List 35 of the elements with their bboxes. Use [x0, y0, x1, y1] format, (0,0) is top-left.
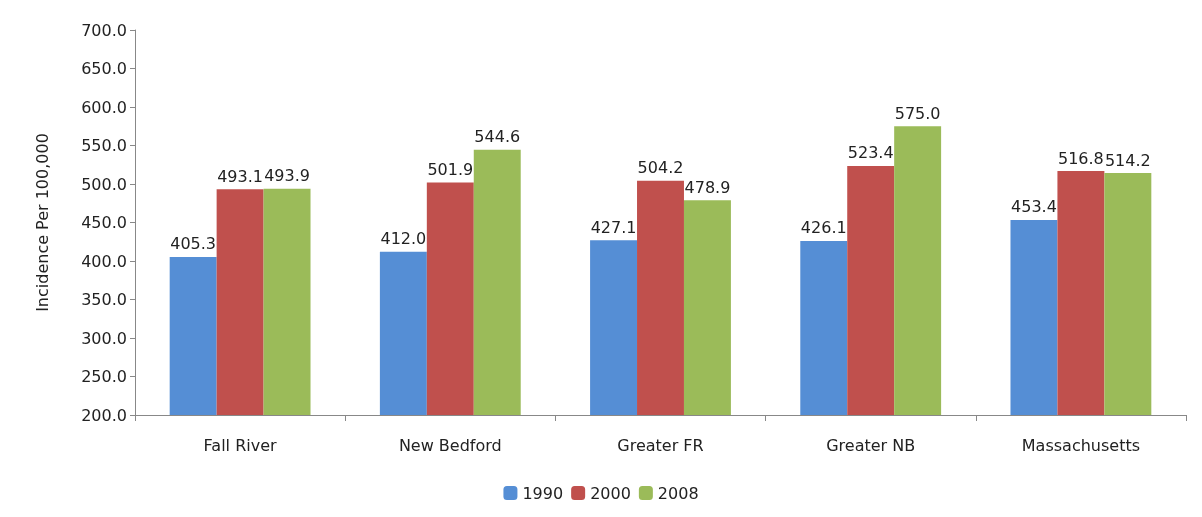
y-tick-label: 550.0 [81, 136, 127, 155]
data-label: 493.1 [217, 166, 264, 186]
data-label: 501.9 [427, 160, 474, 180]
data-label: 493.9 [264, 166, 310, 186]
data-label: 504.2 [637, 158, 684, 178]
y-tick-label: 500.0 [81, 174, 127, 194]
data-label: 427.1 [590, 217, 637, 237]
x-tick-label: Fall River [203, 435, 278, 455]
x-tick-label: Massachusetts [1021, 435, 1141, 455]
data-label: 523.4 [847, 143, 894, 163]
data-label: 478.9 [684, 177, 731, 197]
y-tick-label: 450.0 [81, 213, 127, 232]
y-tick-label: 600.0 [81, 97, 127, 117]
x-tick-label: New Bedford [398, 435, 502, 455]
legend-label: 1990 [522, 483, 564, 503]
data-label: 426.1 [800, 218, 847, 238]
x-tick-label: Greater NB [826, 435, 916, 455]
data-label: 453.4 [1011, 197, 1057, 217]
data-label: 575.0 [894, 103, 941, 123]
y-axis-title: Incidence Per 100,000 [32, 133, 52, 312]
y-tick-label: 650.0 [81, 59, 127, 78]
x-tick-label: Greater FR [617, 435, 704, 455]
y-tick-label: 200.0 [81, 405, 127, 425]
legend-label: 2008 [657, 483, 699, 503]
y-tick-label: 300.0 [81, 328, 127, 348]
y-tick-label: 250.0 [81, 367, 127, 386]
y-tick-label: 400.0 [81, 251, 127, 271]
data-label: 405.3 [170, 234, 217, 254]
data-label: 544.6 [474, 127, 521, 147]
data-label: 514.2 [1104, 150, 1151, 170]
legend-label: 2000 [590, 483, 631, 503]
data-label: 516.8 [1057, 148, 1104, 168]
y-tick-label: 350.0 [81, 290, 127, 309]
data-label: 412.0 [380, 229, 427, 249]
y-tick-label: 700.0 [81, 20, 127, 40]
